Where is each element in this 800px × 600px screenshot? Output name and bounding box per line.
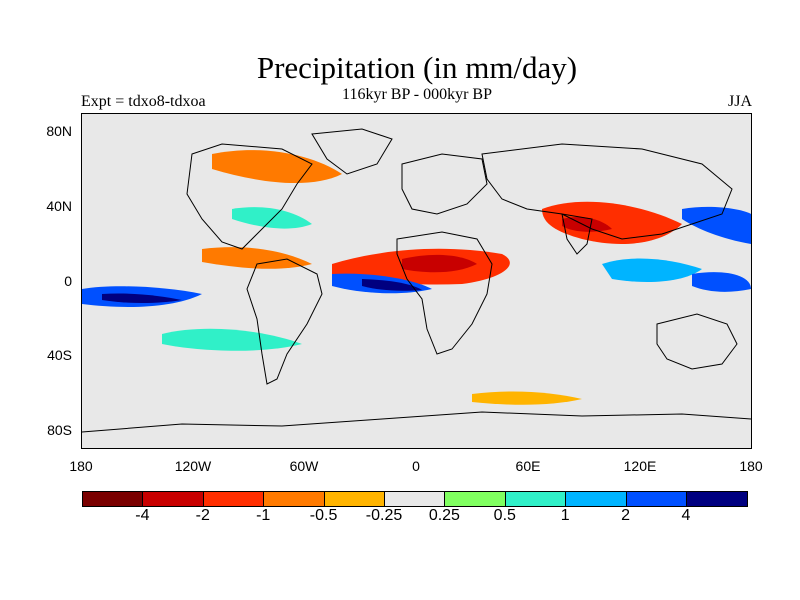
colorbar-swatch <box>143 492 204 506</box>
coastline-asia <box>481 143 733 240</box>
colorbar-swatch <box>203 492 265 506</box>
x-tick-label: 180 <box>69 458 93 474</box>
colorbar-label: -0.5 <box>309 507 338 524</box>
experiment-label: Expt = tdxo8-tdxoa <box>81 93 206 110</box>
colorbar-label: 0.25 <box>428 507 460 524</box>
y-tick-label: 40S <box>47 347 72 363</box>
coastlines <box>82 128 751 433</box>
y-tick-label: 80N <box>46 123 72 139</box>
anomaly-north-atlantic-wet <box>232 207 312 229</box>
x-tick-label: 180 <box>739 458 763 474</box>
x-tick-label: 60W <box>289 458 319 474</box>
colorbar-label: 4 <box>681 507 691 524</box>
colorbar-swatch <box>566 492 627 506</box>
anomaly-north-dry <box>212 150 342 184</box>
map-svg <box>82 128 751 433</box>
anomaly-east-asia-wet <box>682 206 751 244</box>
y-tick-label: 40N <box>46 198 72 214</box>
colorbar-swatch <box>324 492 385 506</box>
coastline-australia <box>656 313 738 370</box>
anomaly-east-pacific-core-wet <box>102 293 182 303</box>
coastline-india <box>561 213 593 255</box>
coastline-antarctica <box>82 411 751 433</box>
colorbar-swatch <box>626 492 687 506</box>
coastline-africa <box>396 231 493 355</box>
colorbar-swatch <box>83 492 144 506</box>
y-tick-label: 0 <box>64 273 72 289</box>
coastline-south-america <box>246 258 323 385</box>
anomaly-atlantic-core-wet <box>362 279 422 291</box>
anomaly-south-asia-dry <box>542 201 682 244</box>
colorbar-swatch <box>505 492 567 506</box>
colorbar-swatch <box>686 492 748 506</box>
colorbar-label: 0.5 <box>493 507 516 524</box>
anomaly-maritime-wet <box>602 258 702 282</box>
anomaly-west-pacific-wet <box>692 272 751 292</box>
coastline-greenland <box>311 128 393 175</box>
anomaly-central-america-dry <box>202 247 312 269</box>
anomaly-fields <box>82 150 751 405</box>
colorbar-swatch <box>384 492 446 506</box>
precipitation-map <box>81 113 752 449</box>
colorbar-label: -4 <box>135 507 150 524</box>
colorbar <box>82 491 749 507</box>
colorbar-label: 1 <box>560 507 570 524</box>
coastline-north-america <box>186 143 313 250</box>
y-tick-label: 80S <box>47 422 72 438</box>
colorbar-label: -0.25 <box>365 507 403 524</box>
anomaly-south-pacific-wet <box>162 328 302 351</box>
x-tick-label: 60E <box>515 458 541 474</box>
anomaly-southern-dry <box>472 391 582 405</box>
x-tick-label: 120W <box>174 458 212 474</box>
x-tick-label: 120E <box>623 458 657 474</box>
colorbar-label: -1 <box>256 507 271 524</box>
colorbar-label: 2 <box>621 507 631 524</box>
coastline-europe <box>401 153 488 215</box>
colorbar-label: -2 <box>195 507 210 524</box>
colorbar-swatch <box>445 492 506 506</box>
colorbar-swatch <box>264 492 325 506</box>
chart-title: Precipitation (in mm/day) <box>256 50 578 85</box>
chart-subtitle: 116kyr BP - 000kyr BP <box>342 86 492 103</box>
x-tick-label: 0 <box>412 458 420 474</box>
season-label: JJA <box>727 93 752 110</box>
anomaly-africa-core-dry <box>402 254 477 273</box>
